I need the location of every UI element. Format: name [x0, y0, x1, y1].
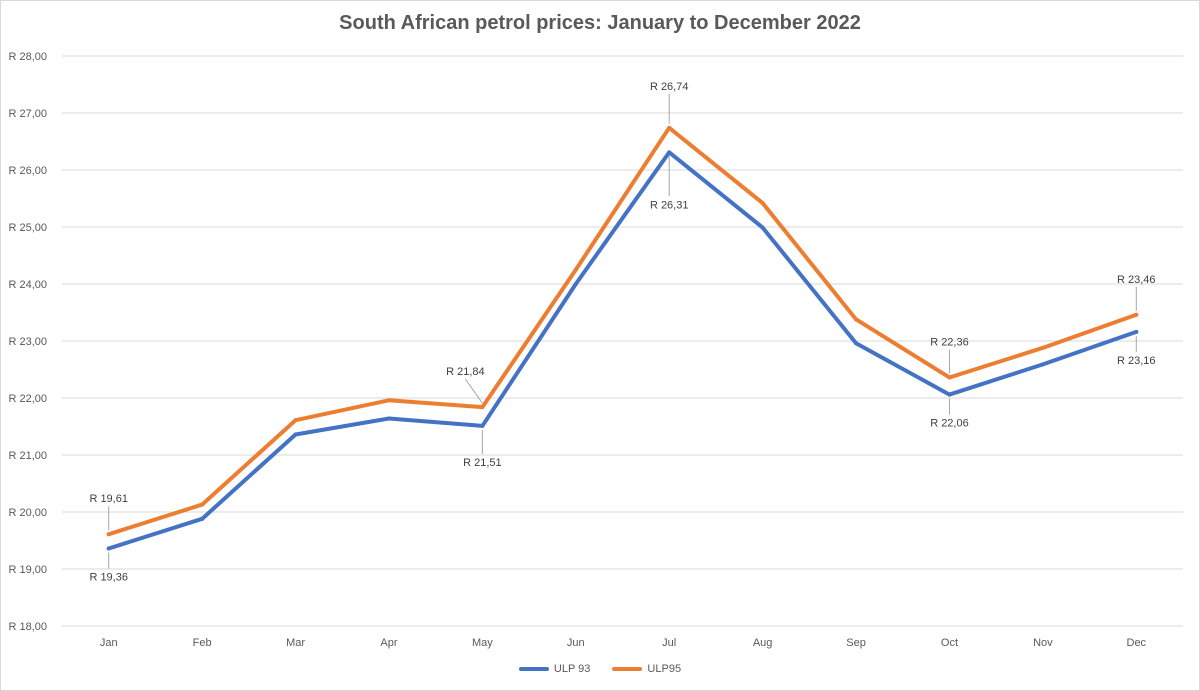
legend-label-ulp93: ULP 93 — [553, 663, 591, 675]
data-point — [667, 125, 672, 130]
data-point — [1134, 329, 1139, 334]
data-point — [200, 502, 205, 507]
data-point — [293, 432, 298, 437]
data-point — [200, 516, 205, 521]
legend: ULP 93 ULP95 — [0, 663, 1200, 675]
y-tick-label: R 26,00 — [8, 165, 47, 177]
data-point — [573, 267, 578, 272]
data-point — [106, 532, 111, 537]
data-label-leader — [464, 378, 483, 404]
data-label: R 22,36 — [930, 336, 969, 348]
data-label: R 21,51 — [463, 457, 502, 469]
x-tick-label: May — [472, 637, 493, 649]
data-point — [1040, 362, 1045, 367]
x-tick-label: Jun — [567, 637, 585, 649]
data-point — [386, 416, 391, 421]
series-line-ulp93 — [106, 150, 1139, 551]
data-point — [947, 375, 952, 380]
data-point — [386, 398, 391, 403]
x-tick-label: Nov — [1033, 637, 1053, 649]
data-label: R 23,16 — [1117, 355, 1156, 367]
legend-swatch-ulp93 — [518, 667, 549, 671]
legend-item-ulp95: ULP95 — [612, 663, 681, 675]
data-label: R 19,36 — [89, 571, 128, 583]
legend-item-ulp93: ULP 93 — [518, 663, 591, 675]
chart-title: South African petrol prices: January to … — [339, 12, 861, 34]
data-label: R 26,74 — [650, 81, 689, 93]
data-point — [480, 423, 485, 428]
y-tick-label: R 21,00 — [8, 450, 47, 462]
data-label: R 19,61 — [89, 493, 128, 505]
legend-label-ulp95: ULP95 — [647, 663, 682, 675]
data-point — [106, 546, 111, 551]
x-tick-label: Apr — [380, 637, 397, 649]
x-tick-label: Mar — [286, 637, 305, 649]
data-point — [1134, 312, 1139, 317]
data-point — [854, 317, 859, 322]
data-label: R 22,06 — [930, 418, 969, 430]
x-tick-label: Jan — [100, 637, 118, 649]
data-point — [760, 201, 765, 206]
y-tick-label: R 19,00 — [8, 564, 47, 576]
y-tick-label: R 24,00 — [8, 279, 47, 291]
data-point — [854, 341, 859, 346]
data-point — [667, 150, 672, 155]
y-tick-label: R 22,00 — [8, 393, 47, 405]
y-tick-label: R 28,00 — [8, 51, 47, 63]
data-point — [480, 405, 485, 410]
x-tick-label: Feb — [193, 637, 212, 649]
data-point — [573, 282, 578, 286]
data-point — [293, 418, 298, 423]
data-label: R 26,31 — [650, 199, 689, 211]
data-label: R 23,46 — [1117, 274, 1156, 286]
legend-swatch-ulp95 — [612, 667, 643, 671]
x-tick-label: Aug — [753, 637, 773, 649]
x-tick-label: Oct — [941, 637, 958, 649]
data-label: R 21,84 — [446, 366, 485, 378]
y-tick-label: R 27,00 — [8, 108, 47, 120]
y-tick-label: R 23,00 — [8, 336, 47, 348]
y-tick-label: R 25,00 — [8, 222, 47, 234]
data-point — [760, 225, 765, 230]
x-tick-label: Jul — [662, 637, 676, 649]
x-tick-label: Dec — [1127, 637, 1147, 649]
y-tick-label: R 18,00 — [8, 621, 47, 633]
y-tick-label: R 20,00 — [8, 507, 47, 519]
data-point — [947, 392, 952, 397]
series-line-ulp95 — [106, 125, 1139, 537]
data-point — [1040, 345, 1045, 350]
x-tick-label: Sep — [846, 637, 866, 649]
